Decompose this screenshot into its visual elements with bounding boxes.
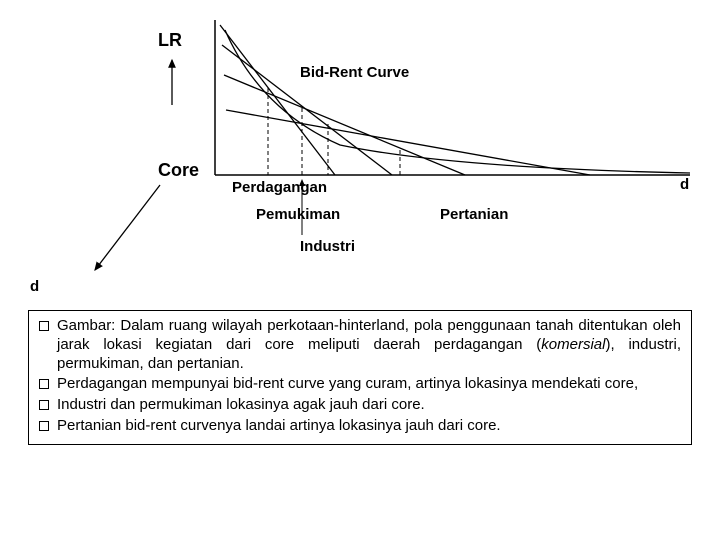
caption-text: Perdagangan mempunyai bid-rent curve yan…	[57, 375, 681, 394]
checkbox-icon	[39, 379, 49, 389]
pertanian-label: Pertanian	[440, 206, 508, 223]
core-label: Core	[158, 160, 199, 181]
caption-item: Industri dan permukiman lokasinya agak j…	[39, 396, 681, 415]
caption-text: Pertanian bid-rent curvenya landai artin…	[57, 417, 681, 436]
bid-rent-chart	[0, 0, 720, 300]
industri-label: Industri	[300, 238, 355, 255]
caption-text: Industri dan permukiman lokasinya agak j…	[57, 396, 681, 415]
caption-item: Perdagangan mempunyai bid-rent curve yan…	[39, 375, 681, 394]
caption-text: Gambar: Dalam ruang wilayah perkotaan-hi…	[57, 317, 681, 373]
perdagangan-label: Perdagangan	[232, 179, 327, 196]
d-outer-label: d	[30, 278, 39, 295]
d-right-label: d	[680, 176, 689, 193]
lr-label: LR	[158, 30, 182, 51]
caption-box: Gambar: Dalam ruang wilayah perkotaan-hi…	[28, 310, 692, 445]
checkbox-icon	[39, 321, 49, 331]
pemukiman-label: Pemukiman	[256, 206, 340, 223]
checkbox-icon	[39, 421, 49, 431]
caption-item: Gambar: Dalam ruang wilayah perkotaan-hi…	[39, 317, 681, 373]
caption-item: Pertanian bid-rent curvenya landai artin…	[39, 417, 681, 436]
checkbox-icon	[39, 400, 49, 410]
chart-title: Bid-Rent Curve	[300, 64, 409, 81]
